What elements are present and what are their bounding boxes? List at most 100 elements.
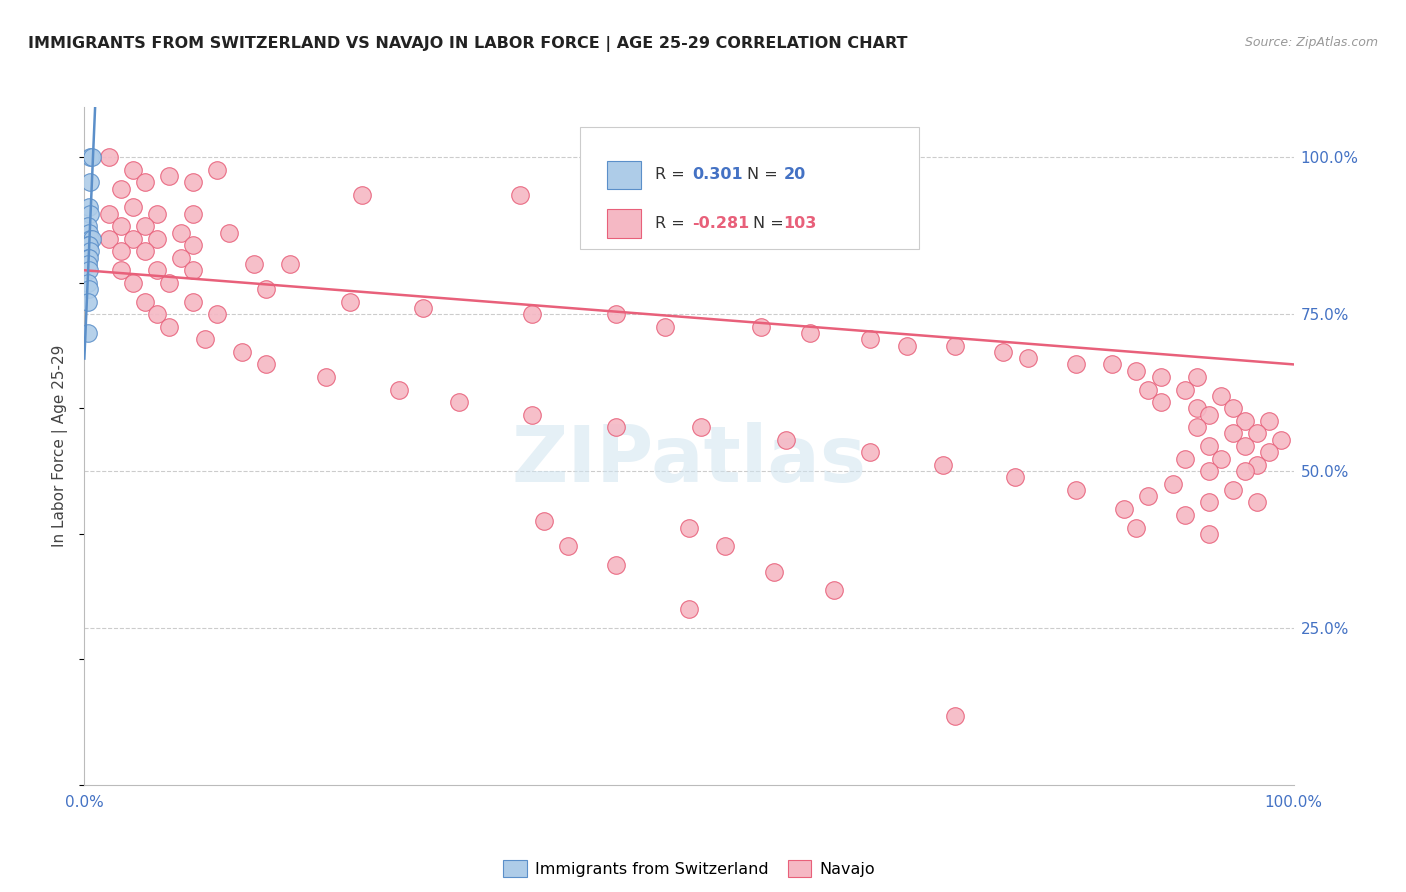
- Point: [388, 383, 411, 397]
- Point: [1246, 426, 1268, 441]
- Point: [678, 520, 700, 534]
- Point: [121, 276, 143, 290]
- Point: [181, 175, 204, 189]
- Point: [170, 251, 193, 265]
- Point: [1246, 495, 1268, 509]
- Point: [121, 162, 143, 177]
- Point: [170, 226, 193, 240]
- Point: [1149, 370, 1171, 384]
- Point: [1222, 483, 1244, 497]
- Point: [1125, 364, 1147, 378]
- Point: [1198, 408, 1220, 422]
- Point: [1064, 483, 1087, 497]
- Point: [97, 207, 120, 221]
- Point: [254, 358, 277, 372]
- Point: [80, 232, 103, 246]
- Point: [751, 319, 773, 334]
- Text: ZIPatlas: ZIPatlas: [512, 422, 866, 498]
- Point: [557, 540, 579, 554]
- Point: [77, 294, 100, 309]
- Point: [254, 282, 277, 296]
- Point: [1258, 445, 1281, 459]
- Point: [1209, 389, 1232, 403]
- Point: [77, 257, 100, 271]
- Point: [799, 326, 821, 340]
- Point: [1161, 476, 1184, 491]
- FancyBboxPatch shape: [607, 210, 641, 238]
- Point: [1246, 458, 1268, 472]
- Point: [605, 558, 627, 573]
- Point: [110, 219, 132, 234]
- Point: [1234, 414, 1257, 428]
- Point: [146, 263, 169, 277]
- Point: [77, 219, 100, 234]
- Point: [520, 307, 543, 321]
- Point: [690, 420, 713, 434]
- Point: [218, 226, 240, 240]
- Point: [146, 307, 169, 321]
- Point: [79, 150, 101, 164]
- Text: R =: R =: [655, 168, 690, 182]
- Point: [943, 338, 966, 352]
- Point: [678, 602, 700, 616]
- Point: [157, 169, 180, 183]
- Point: [1114, 501, 1136, 516]
- Point: [181, 207, 204, 221]
- Point: [207, 162, 229, 177]
- Point: [1185, 401, 1208, 416]
- Point: [97, 150, 120, 164]
- FancyBboxPatch shape: [607, 161, 641, 189]
- Point: [207, 307, 229, 321]
- Point: [110, 244, 132, 259]
- Point: [1209, 451, 1232, 466]
- Point: [79, 175, 101, 189]
- Point: [943, 709, 966, 723]
- Point: [762, 565, 785, 579]
- Point: [1174, 451, 1197, 466]
- Point: [1258, 414, 1281, 428]
- Point: [654, 319, 676, 334]
- Point: [1222, 426, 1244, 441]
- Point: [775, 433, 797, 447]
- Point: [896, 338, 918, 352]
- Text: -0.281: -0.281: [693, 216, 749, 231]
- Point: [181, 263, 204, 277]
- Point: [77, 238, 100, 252]
- Text: Source: ZipAtlas.com: Source: ZipAtlas.com: [1244, 36, 1378, 49]
- Point: [77, 326, 100, 340]
- Point: [1125, 520, 1147, 534]
- Point: [77, 251, 100, 265]
- Point: [77, 276, 100, 290]
- Point: [77, 251, 100, 265]
- Point: [79, 207, 101, 221]
- Point: [1017, 351, 1039, 365]
- Text: 103: 103: [783, 216, 817, 231]
- Point: [859, 445, 882, 459]
- Text: N =: N =: [754, 216, 789, 231]
- Point: [412, 301, 434, 315]
- Point: [1137, 383, 1160, 397]
- Point: [79, 244, 101, 259]
- Point: [278, 257, 301, 271]
- Point: [1198, 495, 1220, 509]
- Point: [80, 150, 103, 164]
- Point: [714, 540, 737, 554]
- Point: [1149, 395, 1171, 409]
- Text: IMMIGRANTS FROM SWITZERLAND VS NAVAJO IN LABOR FORCE | AGE 25-29 CORRELATION CHA: IMMIGRANTS FROM SWITZERLAND VS NAVAJO IN…: [28, 36, 908, 52]
- Point: [520, 408, 543, 422]
- Point: [134, 219, 156, 234]
- Point: [77, 201, 100, 215]
- Point: [533, 514, 555, 528]
- Point: [993, 344, 1015, 359]
- Point: [181, 238, 204, 252]
- Point: [1198, 439, 1220, 453]
- Point: [134, 294, 156, 309]
- Point: [77, 226, 100, 240]
- Point: [605, 420, 627, 434]
- Point: [242, 257, 264, 271]
- Point: [1222, 401, 1244, 416]
- Text: 20: 20: [783, 168, 806, 182]
- Point: [121, 232, 143, 246]
- FancyBboxPatch shape: [581, 128, 918, 250]
- Point: [157, 319, 180, 334]
